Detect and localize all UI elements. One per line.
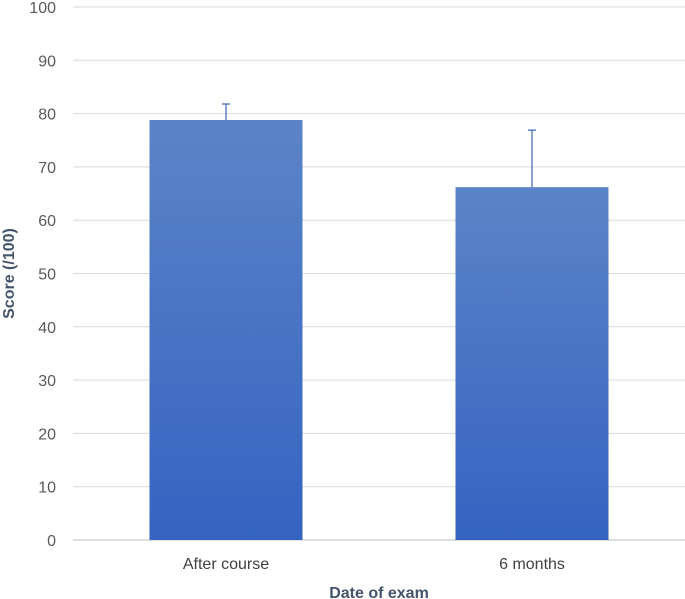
bars xyxy=(149,119,609,541)
x-axis-title: Date of exam xyxy=(329,585,429,599)
y-tick-label: 90 xyxy=(38,53,56,70)
y-tick-label: 70 xyxy=(38,160,56,177)
y-axis-ticks: 0 10 20 30 40 50 60 70 80 90 100 xyxy=(29,0,56,550)
y-tick-label: 20 xyxy=(38,426,56,443)
y-tick-label: 10 xyxy=(38,480,56,497)
y-tick-label: 30 xyxy=(38,373,56,390)
x-tick-label: After course xyxy=(183,556,269,573)
y-tick-label: 0 xyxy=(47,533,56,550)
x-tick-label: 6 months xyxy=(499,556,565,573)
x-axis-ticks: After course 6 months xyxy=(183,556,565,573)
bar xyxy=(149,119,303,540)
y-tick-label: 40 xyxy=(38,320,56,337)
y-tick-label: 60 xyxy=(38,213,56,230)
bar xyxy=(455,187,609,541)
y-axis-title: Score (/100) xyxy=(1,228,18,319)
y-tick-label: 80 xyxy=(38,107,56,124)
y-tick-label: 100 xyxy=(29,0,56,17)
error-bars xyxy=(222,103,536,188)
y-tick-label: 50 xyxy=(38,267,56,284)
